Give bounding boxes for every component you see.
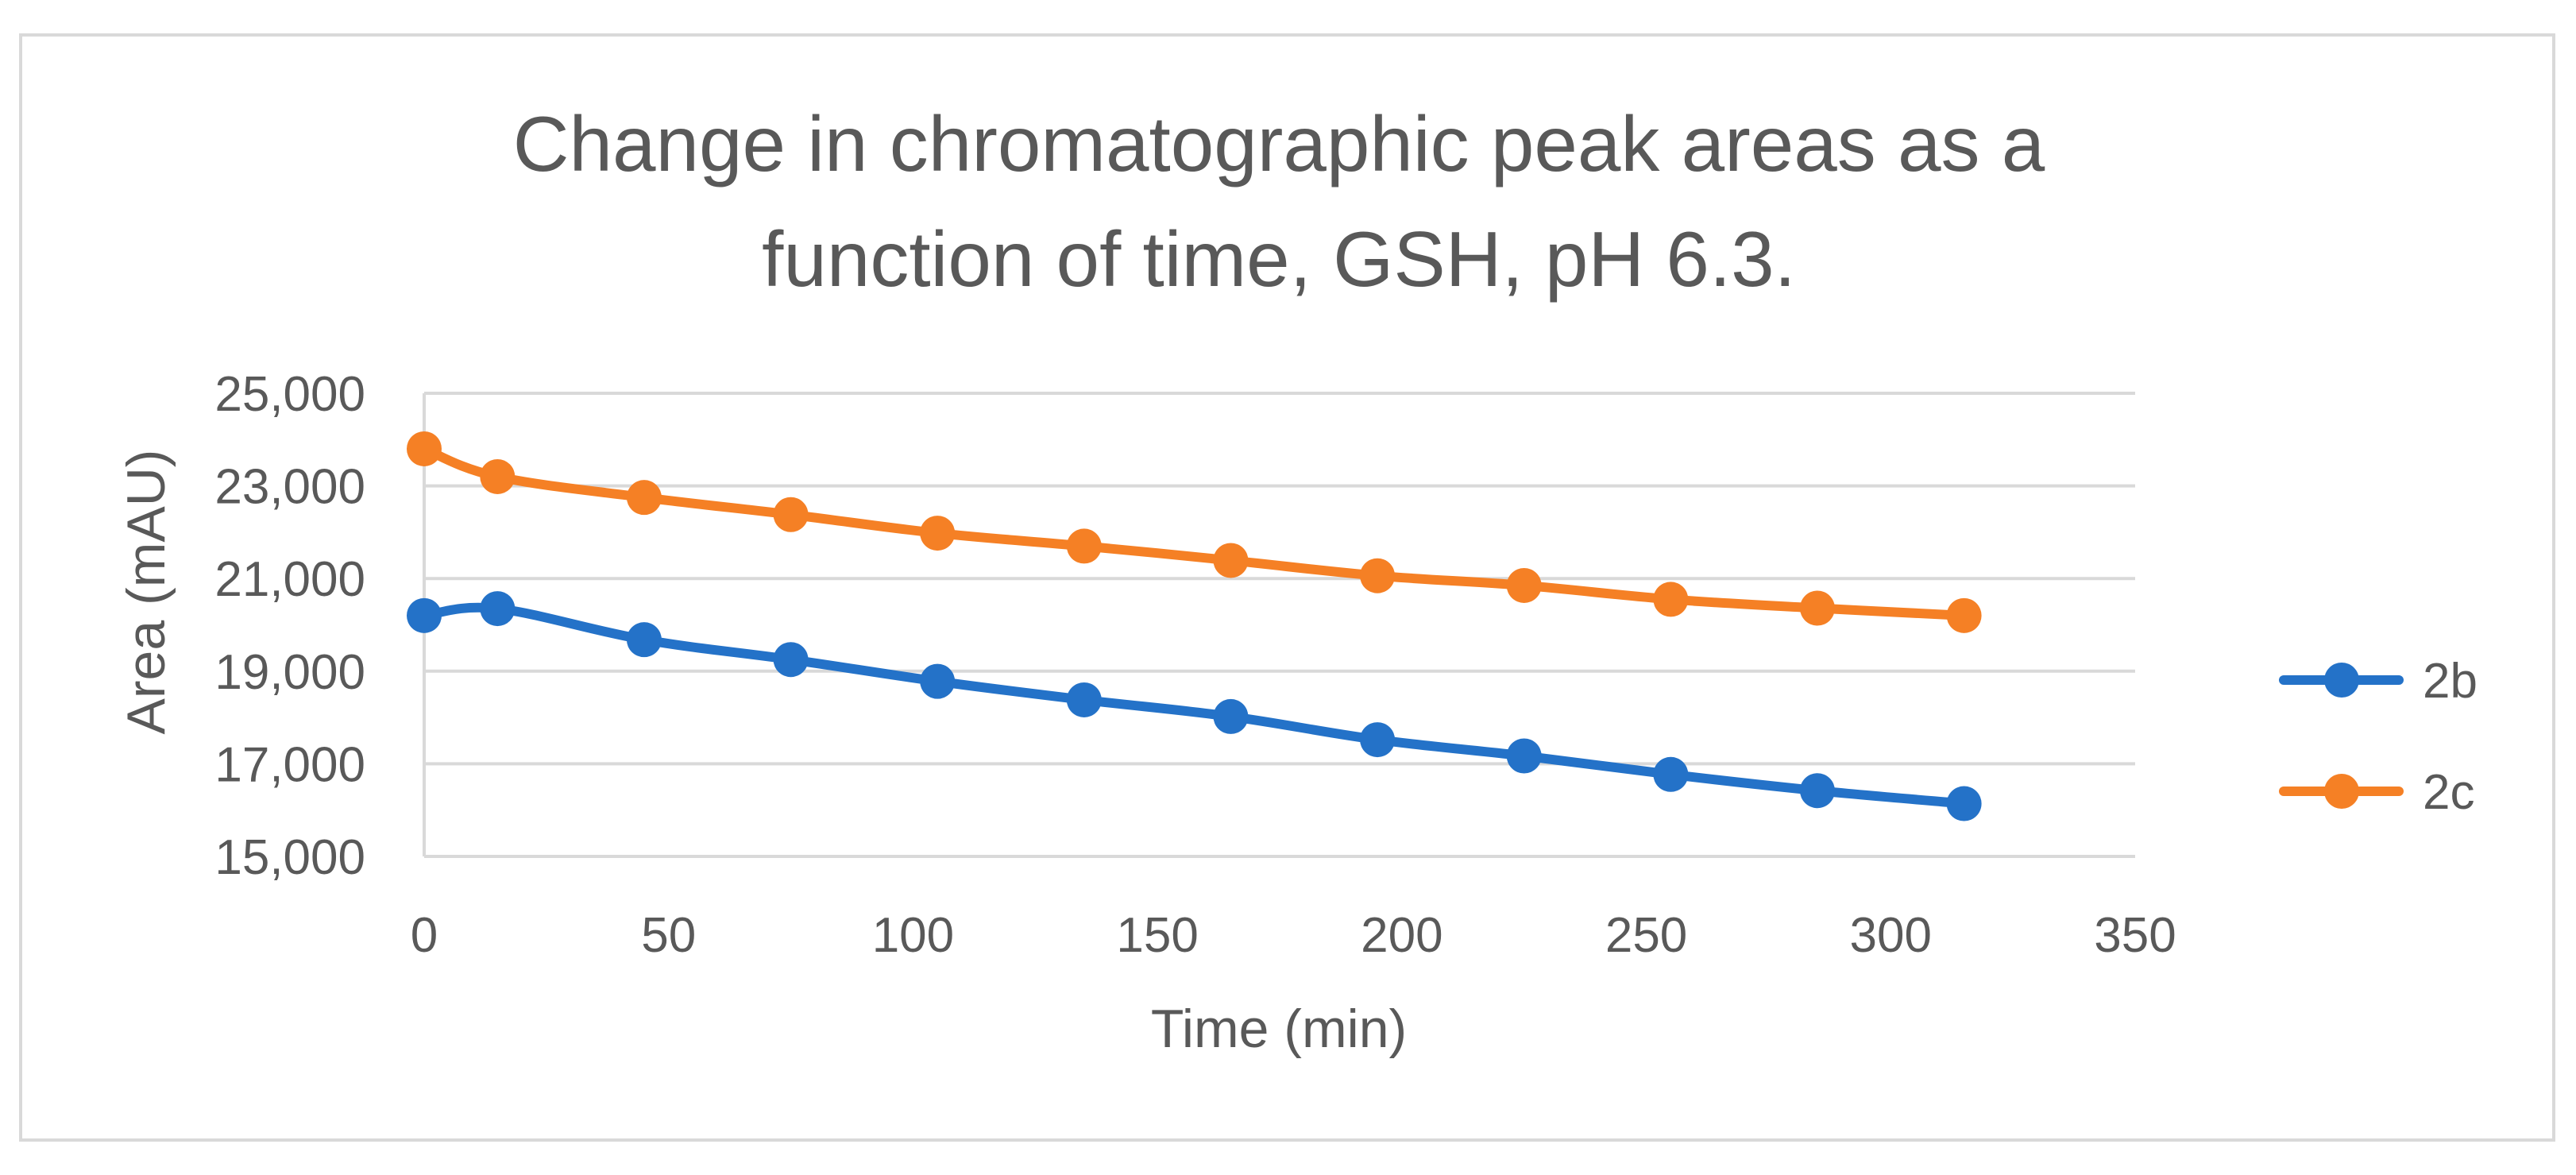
x-tick-label: 150	[1116, 908, 1198, 963]
legend-label: 2c	[2423, 765, 2474, 820]
data-point-2b	[1653, 756, 1689, 792]
x-tick-label: 100	[872, 908, 954, 963]
data-point-2c	[1653, 582, 1689, 617]
data-point-2b	[1506, 738, 1542, 774]
series-line-2c	[419, 443, 1969, 620]
data-point-2c	[1360, 558, 1396, 593]
data-point-2b	[1066, 682, 1102, 717]
data-point-2b	[1946, 786, 1982, 821]
chart-frame	[19, 33, 2555, 1142]
x-tick-label: 50	[641, 908, 696, 963]
y-tick-label: 19,000	[214, 645, 365, 700]
y-tick-label: 25,000	[214, 367, 365, 422]
legend-swatch-marker	[2324, 663, 2359, 698]
data-point-2c	[920, 516, 956, 551]
data-point-2b	[407, 597, 442, 633]
data-point-2b	[920, 663, 956, 699]
x-tick-label: 0	[411, 908, 438, 963]
x-tick-label: 250	[1605, 908, 1687, 963]
data-point-2b	[626, 622, 662, 658]
data-point-2c	[1506, 567, 1542, 603]
y-axis-ticks: 15,000 17,000 19,000 21,000 23,000 25,000	[214, 367, 365, 885]
legend-item-2c: 2c	[2279, 765, 2474, 820]
x-axis-label: Time (min)	[1151, 999, 1407, 1059]
x-tick-label: 200	[1361, 908, 1442, 963]
x-tick-label: 350	[2094, 908, 2176, 963]
data-point-2c	[480, 458, 516, 494]
chart-title-line-1: Change in chromatographic peak areas as …	[513, 100, 2045, 187]
legend-item-2b: 2b	[2279, 654, 2478, 709]
y-tick-label: 21,000	[214, 552, 365, 607]
gridlines	[423, 392, 2135, 858]
y-tick-label: 17,000	[214, 737, 365, 792]
x-axis-ticks: 0 50 100 150 200 250 300 350	[411, 908, 2176, 963]
data-point-2b	[773, 642, 809, 678]
data-point-2b	[480, 591, 516, 627]
x-tick-label: 300	[1850, 908, 1932, 963]
data-point-2b	[1799, 773, 1835, 809]
data-point-2b	[1213, 698, 1249, 734]
legend: 2b 2c	[2279, 654, 2478, 820]
data-point-2b	[1360, 722, 1396, 758]
legend-swatch-marker	[2324, 774, 2359, 809]
data-point-2c	[1213, 543, 1249, 578]
chart-title: Change in chromatographic peak areas as …	[513, 100, 2045, 303]
series-2c	[407, 431, 1982, 633]
data-point-2c	[626, 480, 662, 516]
data-point-2c	[1799, 590, 1835, 626]
data-point-2c	[407, 431, 442, 466]
data-point-2c	[773, 497, 809, 532]
y-tick-label: 15,000	[214, 830, 365, 885]
data-point-2c	[1946, 597, 1982, 633]
legend-label: 2b	[2423, 654, 2478, 709]
data-point-2c	[1066, 528, 1102, 564]
series-2b	[407, 591, 1982, 821]
chart-title-line-2: function of time, GSH, pH 6.3.	[762, 215, 1796, 303]
y-axis-label: Area (mAU)	[116, 450, 176, 735]
y-tick-label: 23,000	[214, 460, 365, 515]
series-layer	[407, 431, 1982, 821]
